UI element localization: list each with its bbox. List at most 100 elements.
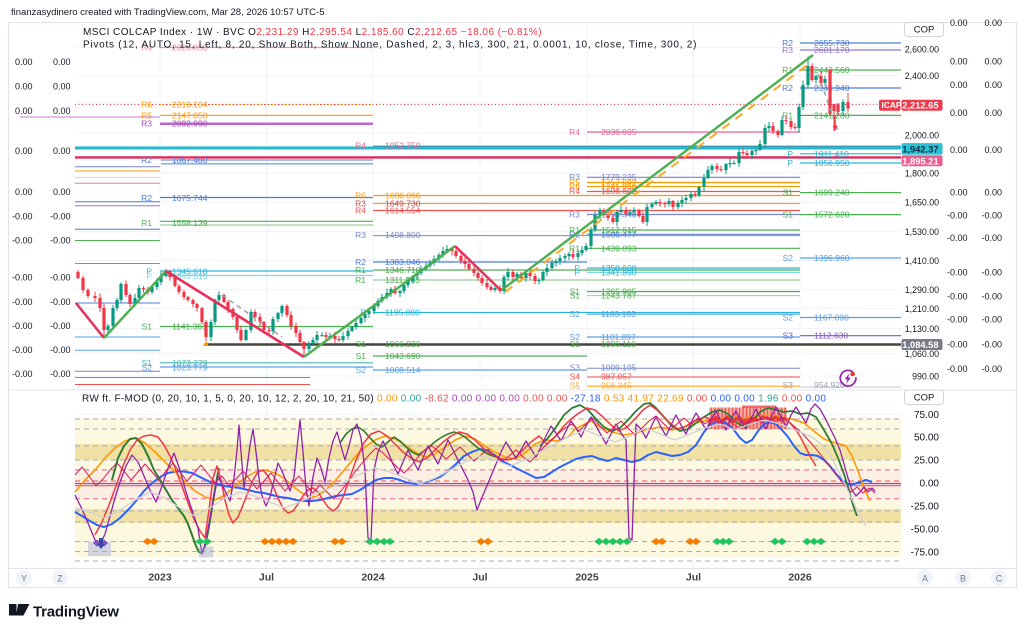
svg-text:0.00: 0.00 [984, 145, 1002, 155]
svg-text:S1: S1 [570, 287, 581, 297]
svg-text:-50.00: -50.00 [911, 525, 940, 536]
svg-text:COP: COP [914, 393, 935, 404]
svg-text:S3: S3 [570, 363, 581, 373]
svg-text:0.00: 0.00 [950, 188, 968, 198]
svg-text:S1: S1 [142, 358, 153, 368]
svg-text:R4: R4 [141, 43, 152, 53]
svg-text:0.00: 0.00 [984, 188, 1002, 198]
svg-text:1,800.00: 1,800.00 [905, 169, 939, 179]
svg-text:0.00: 0.00 [984, 57, 1002, 67]
svg-text:-0.00: -0.00 [12, 273, 33, 283]
svg-text:R1: R1 [569, 225, 580, 235]
svg-text:-0.00: -0.00 [981, 233, 1002, 243]
svg-text:0.00: 0.00 [53, 187, 71, 197]
svg-text:0.00: 0.00 [15, 57, 33, 67]
svg-text:50.00: 50.00 [914, 433, 939, 444]
svg-text:1043.690: 1043.690 [385, 351, 421, 361]
svg-text:1396.960: 1396.960 [814, 253, 850, 263]
svg-text:1,290.00: 1,290.00 [905, 285, 939, 295]
svg-text:1,895.21: 1,895.21 [902, 156, 938, 166]
svg-text:Y: Y [21, 574, 27, 584]
svg-text:1,650.00: 1,650.00 [905, 198, 939, 208]
svg-text:R1: R1 [355, 275, 366, 285]
svg-text:1498.800: 1498.800 [385, 230, 421, 240]
svg-text:954.920: 954.920 [814, 380, 845, 390]
svg-text:-0.00: -0.00 [981, 211, 1002, 221]
svg-text:S2: S2 [783, 313, 794, 323]
svg-text:R3: R3 [569, 172, 580, 182]
svg-text:1346.710: 1346.710 [385, 265, 421, 275]
svg-text:R1: R1 [141, 218, 152, 228]
svg-text:R3: R3 [141, 119, 152, 129]
svg-text:RW ft. F-MOD (0, 20, 10, 1, 5,: RW ft. F-MOD (0, 20, 10, 1, 5, 0, 20, 10… [82, 394, 826, 405]
svg-text:S1: S1 [142, 322, 153, 332]
svg-text:0.00: 0.00 [53, 82, 71, 92]
svg-text:1741.856: 1741.856 [601, 182, 637, 192]
svg-text:R6: R6 [355, 190, 366, 200]
svg-text:S2: S2 [142, 363, 153, 373]
svg-text:2,212.65: 2,212.65 [902, 101, 938, 111]
svg-text:0.00: 0.00 [15, 82, 33, 92]
svg-text:-0.00: -0.00 [12, 369, 33, 379]
svg-text:R6: R6 [569, 182, 580, 192]
svg-text:R1: R1 [569, 243, 580, 253]
svg-text:C: C [996, 574, 1003, 584]
svg-text:-0.00: -0.00 [947, 268, 968, 278]
svg-text:S5: S5 [570, 380, 581, 390]
svg-text:-0.00: -0.00 [50, 321, 71, 331]
svg-text:1952.750: 1952.750 [385, 141, 421, 151]
svg-text:1439.893: 1439.893 [601, 243, 637, 253]
svg-text:0.00: 0.00 [53, 146, 71, 156]
svg-text:P: P [787, 149, 793, 159]
svg-text:1341.890: 1341.890 [601, 268, 637, 278]
svg-text:1,942.37: 1,942.37 [902, 144, 938, 154]
svg-text:P: P [574, 268, 580, 278]
svg-text:1343.510: 1343.510 [172, 271, 208, 281]
svg-text:A: A [922, 574, 928, 584]
svg-text:0.00: 0.00 [950, 145, 968, 155]
svg-text:2346.940: 2346.940 [814, 83, 850, 93]
svg-text:S3: S3 [783, 380, 794, 390]
svg-text:-0.00: -0.00 [12, 236, 33, 246]
svg-text:1699.240: 1699.240 [814, 188, 850, 198]
svg-text:956.345: 956.345 [601, 380, 632, 390]
svg-text:1265.905: 1265.905 [601, 287, 637, 297]
svg-text:S1: S1 [783, 210, 794, 220]
svg-text:-0.00: -0.00 [981, 292, 1002, 302]
svg-text:1101.897: 1101.897 [601, 332, 636, 342]
svg-text:S2: S2 [783, 253, 794, 263]
svg-text:1112.630: 1112.630 [814, 331, 848, 341]
svg-text:P: P [146, 267, 152, 277]
svg-text:-0.00: -0.00 [12, 212, 33, 222]
svg-text:2024: 2024 [361, 572, 385, 584]
svg-text:0.00: 0.00 [950, 80, 968, 90]
svg-text:S4: S4 [570, 371, 581, 381]
svg-text:1512.615: 1512.615 [601, 225, 637, 235]
svg-text:1867.480: 1867.480 [172, 155, 208, 165]
svg-text:2,000.00: 2,000.00 [905, 131, 939, 141]
svg-text:0.00: 0.00 [53, 106, 71, 116]
svg-text:-0.00: -0.00 [947, 340, 968, 350]
svg-text:TradingView: TradingView [33, 604, 119, 621]
svg-text:0.00: 0.00 [53, 57, 71, 67]
svg-text:2092.990: 2092.990 [172, 119, 208, 129]
svg-text:-0.00: -0.00 [50, 236, 71, 246]
svg-text:Z: Z [57, 574, 63, 584]
svg-text:990.00: 990.00 [912, 372, 939, 382]
svg-text:-0.00: -0.00 [50, 369, 71, 379]
svg-text:R5: R5 [141, 110, 152, 120]
svg-text:-0.00: -0.00 [947, 315, 968, 325]
svg-text:-0.00: -0.00 [50, 212, 71, 222]
svg-text:1686.066: 1686.066 [385, 190, 421, 200]
svg-text:2626.850: 2626.850 [172, 43, 208, 53]
svg-text:-0.00: -0.00 [981, 268, 1002, 278]
svg-text:2,600.00: 2,600.00 [905, 45, 939, 55]
svg-text:1757.892: 1757.892 [601, 178, 637, 188]
svg-text:2443.560: 2443.560 [814, 65, 850, 75]
svg-text:1141.361: 1141.361 [172, 322, 207, 332]
svg-text:0.00: 0.00 [950, 108, 968, 118]
svg-text:1856.950: 1856.950 [814, 158, 850, 168]
svg-text:-0.00: -0.00 [981, 364, 1002, 374]
svg-text:1696.602: 1696.602 [601, 186, 637, 196]
svg-text:1675.744: 1675.744 [172, 193, 208, 203]
